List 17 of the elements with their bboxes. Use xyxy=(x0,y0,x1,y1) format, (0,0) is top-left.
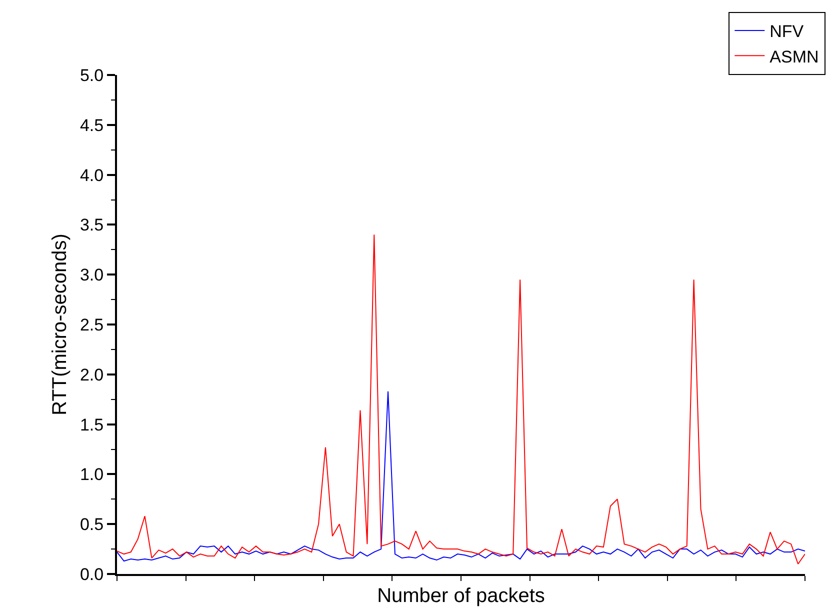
y-tick-label: 3.0 xyxy=(80,266,104,285)
line-series xyxy=(117,390,805,562)
y-tick-label: 1.5 xyxy=(80,415,104,434)
legend-label: ASMN xyxy=(770,47,819,66)
y-tick-label: 4.5 xyxy=(80,116,104,135)
x-axis-title: Number of packets xyxy=(377,585,545,607)
y-tick-label: 5.0 xyxy=(80,66,104,85)
y-tick-label: 1.0 xyxy=(80,465,104,484)
y-tick-label: 3.5 xyxy=(80,216,104,235)
y-tick-label: 4.0 xyxy=(80,166,104,185)
legend-label: NFV xyxy=(770,22,804,42)
y-tick-label: 2.5 xyxy=(80,315,104,334)
y-tick-label: 2.0 xyxy=(80,365,104,384)
y-tick-label: 0.5 xyxy=(80,515,104,534)
y-tick-label: 0.0 xyxy=(80,564,104,584)
line-series xyxy=(117,234,805,565)
y-axis-title: RTT(micro-seconds) xyxy=(48,234,71,416)
